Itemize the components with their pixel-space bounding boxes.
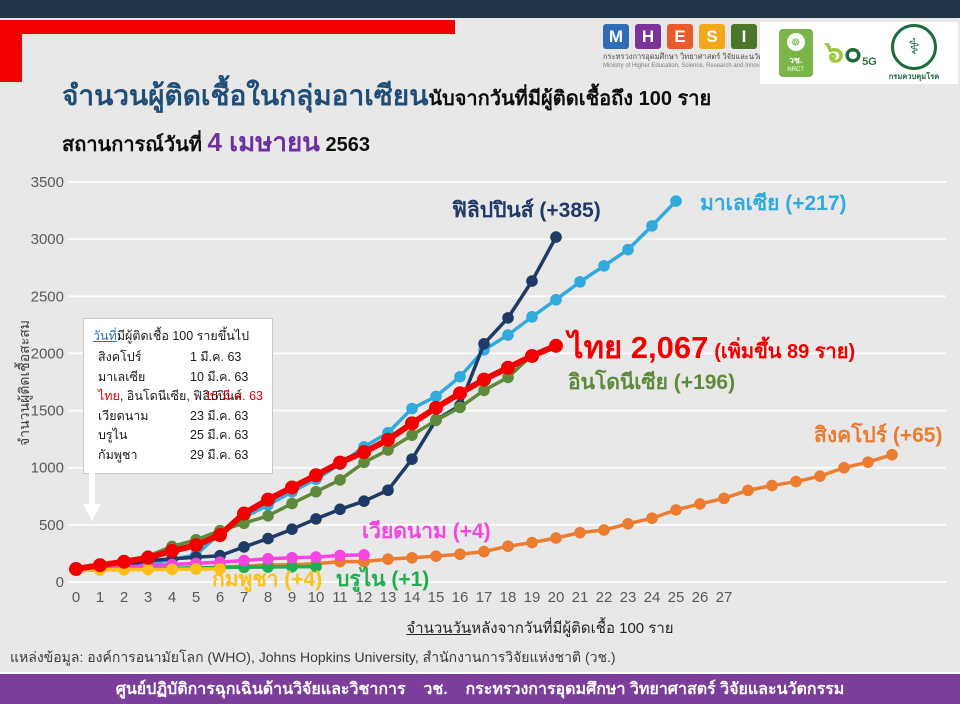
svg-text:14: 14: [404, 589, 421, 606]
svg-text:12: 12: [356, 589, 373, 606]
mhesi-logo: M H E S I กระทรวงการอุดมศึกษา วิทยาศาสตร…: [603, 24, 781, 69]
mhesi-tile-e: E: [667, 24, 693, 49]
page-title: จำนวนผู้ติดเชื้อในกลุ่มอาเซียนนับจากวันท…: [62, 74, 711, 118]
partner-logos-panel: ☸ วช. NRCT ๖ ๐ 5G ⚕ กรมควบคุมโรค: [760, 22, 958, 84]
top-navy-bar: [0, 0, 960, 18]
svg-text:500: 500: [39, 517, 64, 534]
red-accent-left-block: [0, 20, 22, 82]
series-label-philippines: ฟิลิปปินส์ (+385): [452, 199, 601, 222]
legend-row: สิงคโปร์ 1 มี.ค. 63: [98, 350, 242, 364]
svg-text:1500: 1500: [31, 403, 64, 420]
legend-row: ไทย, อินโดนีเซีย, ฟิลิปปินส์ 15 มี.ค. 63: [98, 389, 263, 403]
svg-text:23: 23: [620, 589, 637, 606]
mhesi-tile-i: I: [731, 24, 757, 49]
series-label-thailand: ไทย 2,067 (เพิ่มขึ้น 89 ราย): [568, 322, 855, 372]
mhesi-tile-s: S: [699, 24, 725, 49]
moph-ddc-logo: ⚕ กรมควบคุมโรค: [888, 23, 940, 83]
svg-text:5: 5: [192, 589, 200, 606]
nrct-abbr-thai: วช.: [788, 55, 803, 65]
series-label-cambodia: กัมพูชา (+4): [212, 568, 323, 591]
mhesi-tile-h: H: [635, 24, 661, 49]
svg-text:1: 1: [96, 589, 104, 606]
svg-text:6: 6: [216, 589, 224, 606]
svg-text:19: 19: [524, 589, 541, 606]
legend-row: กัมพูชา 29 มี.ค. 63: [98, 447, 249, 462]
legend-title: วันที่มีผู้ติดเชื้อ 100 รายขึ้นไป: [93, 326, 263, 346]
thailand-total-label: ไทย 2,067: [568, 330, 709, 365]
x-axis-title-rest: หลังจากวันที่มีผู้ติดเชื้อ 100 ราย: [471, 620, 674, 637]
mhesi-tile-m: M: [603, 24, 629, 49]
svg-text:3500: 3500: [31, 174, 64, 191]
nrct-abbr-english: NRCT: [787, 67, 805, 73]
svg-text:18: 18: [500, 589, 517, 606]
series-label-brunei: บรูไน (+1): [336, 568, 430, 591]
legend-row: เวียดนาม 23 มี.ค. 63: [98, 408, 249, 423]
legend-row: บรูไน 25 มี.ค. 63: [98, 428, 249, 442]
subtitle-prefix: สถานการณ์วันที่: [62, 134, 208, 156]
subtitle-year: 2563: [319, 134, 371, 156]
y-axis-title: จำนวนผู้ติดเชื้อสะสม: [16, 320, 32, 446]
footer-bar: ศูนย์ปฏิบัติการฉุกเฉินด้านวิจัยและวิชากา…: [0, 672, 960, 704]
svg-text:25: 25: [668, 589, 685, 606]
svg-text:27: 27: [716, 589, 733, 606]
svg-text:2: 2: [120, 589, 128, 606]
svg-text:22: 22: [596, 589, 613, 606]
moph-seal-icon: ⚕: [891, 23, 938, 70]
legend-rows: สิงคโปร์ 1 มี.ค. 63 มาเลเซีย 10 มี.ค. 63 ไทย…: [93, 348, 263, 465]
sixty-digit-2: ๐: [843, 36, 863, 69]
svg-text:2500: 2500: [31, 288, 64, 305]
series-label-malaysia: มาเลเซีย (+217): [700, 192, 847, 215]
svg-text:26: 26: [692, 589, 709, 606]
svg-text:0: 0: [56, 574, 64, 591]
footer-text: ศูนย์ปฏิบัติการฉุกเฉินด้านวิจัยและวิชากา…: [115, 680, 845, 698]
arrow-down-icon: [83, 466, 101, 521]
svg-text:3: 3: [144, 589, 152, 606]
series-label-singapore: สิงคโปร์ (+65): [814, 424, 943, 447]
mhesi-caption-thai: กระทรวงการอุดมศึกษา วิทยาศาสตร์ วิจัยและ…: [603, 52, 781, 61]
legend-title-underlined: วันที่: [93, 329, 117, 343]
svg-text:21: 21: [572, 589, 589, 606]
nrct-logo: ☸ วช. NRCT: [778, 29, 813, 77]
nrct-emblem-icon: ☸: [786, 33, 805, 51]
svg-text:8: 8: [264, 589, 272, 606]
red-accent-bar: [0, 20, 455, 34]
thailand-increase-label: (เพิ่มขึ้น 89 ราย): [714, 341, 856, 363]
x-axis-title: จำนวนวันหลังจากวันที่มีผู้ติดเชื้อ 100 ร…: [330, 616, 750, 640]
situation-date-line: สถานการณ์วันที่ 4 เมษายน 2563: [62, 122, 370, 163]
svg-text:7: 7: [240, 589, 248, 606]
svg-text:2000: 2000: [31, 345, 64, 362]
svg-text:24: 24: [644, 589, 661, 606]
legend-title-rest: มีผู้ติดเชื้อ 100 รายขึ้นไป: [116, 329, 250, 343]
data-source-text: แหล่งข้อมูล: องค์การอนามัยโลก (WHO), Joh…: [10, 649, 616, 665]
svg-text:17: 17: [476, 589, 493, 606]
title-main: จำนวนผู้ติดเชื้อในกลุ่มอาเซียน: [62, 80, 429, 111]
nrct-60th-5g-logo: ๖ ๐ 5G: [824, 36, 877, 69]
mhesi-letter-tiles: M H E S I: [603, 24, 759, 49]
svg-text:3000: 3000: [31, 231, 64, 248]
sixty-digit-1: ๖: [824, 36, 844, 69]
svg-text:15: 15: [428, 589, 445, 606]
series-label-vietnam: เวียดนาม (+4): [362, 520, 491, 543]
svg-text:1000: 1000: [31, 460, 64, 477]
svg-text:11: 11: [332, 589, 348, 606]
start-date-legend-box: วันที่มีผู้ติดเชื้อ 100 รายขึ้นไป สิงคโป…: [83, 318, 273, 474]
five-g-tag: 5G: [862, 56, 877, 68]
svg-text:4: 4: [168, 589, 176, 606]
subtitle-date: 4 เมษายน: [207, 127, 320, 157]
mhesi-caption-english: Ministry of Higher Education, Science, R…: [603, 63, 773, 69]
legend-row: มาเลเซีย 10 มี.ค. 63: [98, 369, 249, 384]
svg-text:0: 0: [72, 589, 80, 606]
svg-text:9: 9: [288, 589, 296, 606]
series-label-indonesia: อินโดนีเซีย (+196): [568, 371, 736, 394]
title-suffix: นับจากวันที่มีผู้ติดเชื้อถึง 100 ราย: [428, 88, 712, 110]
x-axis-title-underlined: จำนวนวัน: [406, 620, 472, 637]
svg-text:13: 13: [380, 589, 397, 606]
ddc-caption: กรมควบคุมโรค: [888, 71, 940, 81]
svg-text:10: 10: [308, 589, 325, 606]
svg-text:20: 20: [548, 589, 565, 606]
svg-text:16: 16: [452, 589, 469, 606]
